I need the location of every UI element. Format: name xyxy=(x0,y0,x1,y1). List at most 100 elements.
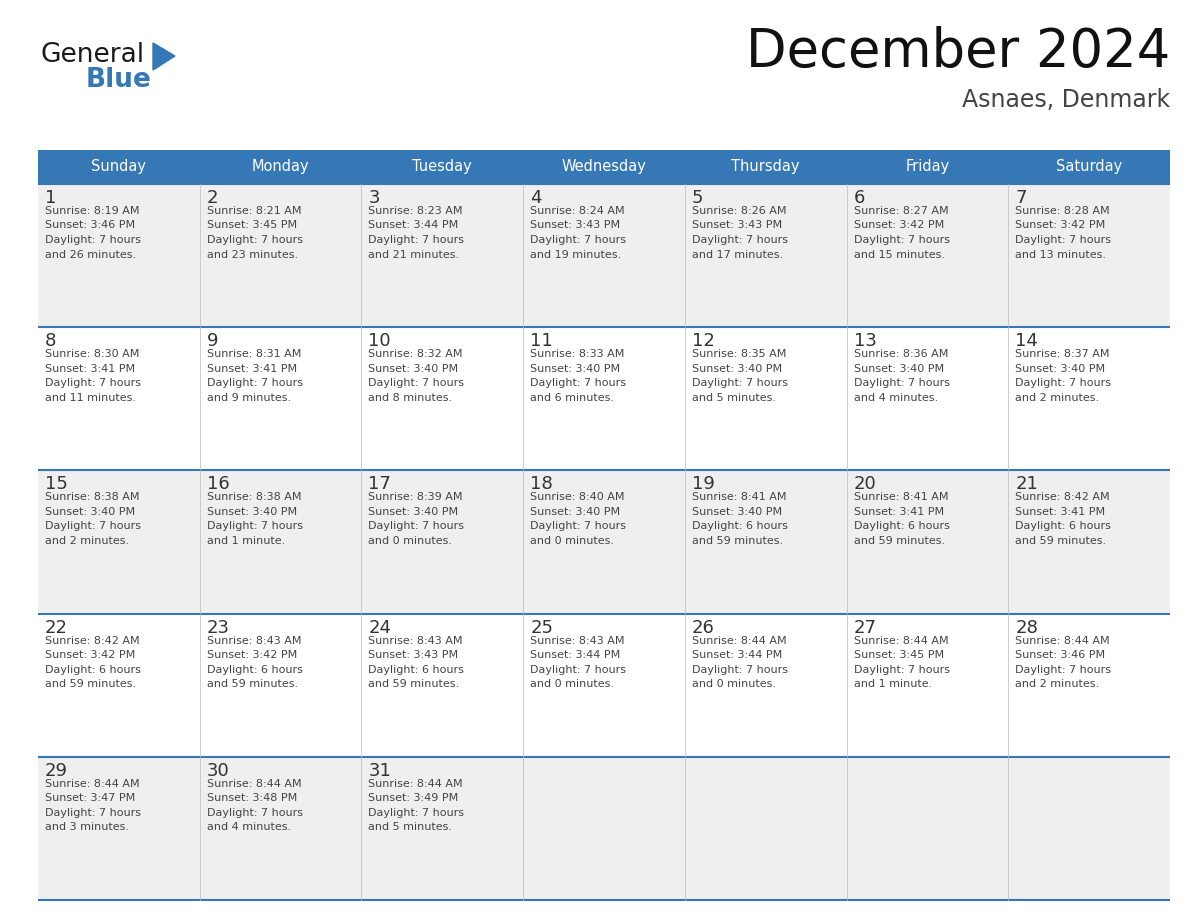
Text: Sunrise: 8:44 AM: Sunrise: 8:44 AM xyxy=(1016,635,1110,645)
Text: Sunset: 3:40 PM: Sunset: 3:40 PM xyxy=(45,507,135,517)
Text: 12: 12 xyxy=(691,332,715,350)
Text: Sunset: 3:48 PM: Sunset: 3:48 PM xyxy=(207,793,297,803)
Text: Sunrise: 8:44 AM: Sunrise: 8:44 AM xyxy=(45,778,140,789)
Text: 8: 8 xyxy=(45,332,56,350)
Text: Asnaes, Denmark: Asnaes, Denmark xyxy=(962,88,1170,112)
Text: and 0 minutes.: and 0 minutes. xyxy=(691,679,776,689)
Text: Daylight: 7 hours: Daylight: 7 hours xyxy=(45,808,141,818)
Text: and 3 minutes.: and 3 minutes. xyxy=(45,823,129,833)
Text: 30: 30 xyxy=(207,762,229,779)
Bar xyxy=(200,150,361,184)
Text: Sunrise: 8:38 AM: Sunrise: 8:38 AM xyxy=(45,492,139,502)
Text: Sunset: 3:43 PM: Sunset: 3:43 PM xyxy=(530,220,620,230)
Text: Daylight: 7 hours: Daylight: 7 hours xyxy=(207,521,303,532)
Text: Sunrise: 8:24 AM: Sunrise: 8:24 AM xyxy=(530,206,625,216)
Text: and 4 minutes.: and 4 minutes. xyxy=(853,393,937,403)
Text: Daylight: 7 hours: Daylight: 7 hours xyxy=(853,378,949,388)
Text: Sunset: 3:42 PM: Sunset: 3:42 PM xyxy=(45,650,135,660)
Text: Sunrise: 8:36 AM: Sunrise: 8:36 AM xyxy=(853,349,948,359)
Text: Daylight: 7 hours: Daylight: 7 hours xyxy=(368,808,465,818)
Text: Sunrise: 8:44 AM: Sunrise: 8:44 AM xyxy=(368,778,463,789)
Text: 20: 20 xyxy=(853,476,877,493)
Text: Sunset: 3:41 PM: Sunset: 3:41 PM xyxy=(45,364,135,374)
Text: 15: 15 xyxy=(45,476,68,493)
Text: and 17 minutes.: and 17 minutes. xyxy=(691,250,783,260)
Text: 18: 18 xyxy=(530,476,552,493)
Text: Sunset: 3:44 PM: Sunset: 3:44 PM xyxy=(530,650,620,660)
Text: Daylight: 7 hours: Daylight: 7 hours xyxy=(207,808,303,818)
Text: 2: 2 xyxy=(207,189,219,207)
Text: Sunset: 3:43 PM: Sunset: 3:43 PM xyxy=(368,650,459,660)
Text: Sunset: 3:43 PM: Sunset: 3:43 PM xyxy=(691,220,782,230)
Text: Sunrise: 8:21 AM: Sunrise: 8:21 AM xyxy=(207,206,302,216)
Text: 31: 31 xyxy=(368,762,391,779)
Bar xyxy=(38,184,1170,327)
Text: Sunrise: 8:38 AM: Sunrise: 8:38 AM xyxy=(207,492,302,502)
Text: Sunrise: 8:26 AM: Sunrise: 8:26 AM xyxy=(691,206,786,216)
Text: Sunrise: 8:41 AM: Sunrise: 8:41 AM xyxy=(853,492,948,502)
Text: Daylight: 7 hours: Daylight: 7 hours xyxy=(853,665,949,675)
Text: Daylight: 6 hours: Daylight: 6 hours xyxy=(1016,521,1111,532)
Text: Saturday: Saturday xyxy=(1056,160,1123,174)
Text: and 0 minutes.: and 0 minutes. xyxy=(530,679,614,689)
Text: and 59 minutes.: and 59 minutes. xyxy=(1016,536,1106,546)
Text: and 0 minutes.: and 0 minutes. xyxy=(530,536,614,546)
Text: Sunrise: 8:35 AM: Sunrise: 8:35 AM xyxy=(691,349,786,359)
Text: Daylight: 7 hours: Daylight: 7 hours xyxy=(530,378,626,388)
Text: Daylight: 6 hours: Daylight: 6 hours xyxy=(207,665,303,675)
Bar xyxy=(684,150,847,184)
Text: and 59 minutes.: and 59 minutes. xyxy=(853,536,944,546)
Text: Sunset: 3:44 PM: Sunset: 3:44 PM xyxy=(368,220,459,230)
Bar xyxy=(38,756,1170,900)
Text: and 19 minutes.: and 19 minutes. xyxy=(530,250,621,260)
Text: Tuesday: Tuesday xyxy=(412,160,472,174)
Text: Daylight: 7 hours: Daylight: 7 hours xyxy=(368,378,465,388)
Text: and 11 minutes.: and 11 minutes. xyxy=(45,393,135,403)
Text: Daylight: 7 hours: Daylight: 7 hours xyxy=(45,378,141,388)
Text: 13: 13 xyxy=(853,332,877,350)
Text: Daylight: 7 hours: Daylight: 7 hours xyxy=(853,235,949,245)
Text: and 2 minutes.: and 2 minutes. xyxy=(1016,679,1099,689)
Text: 14: 14 xyxy=(1016,332,1038,350)
Text: 4: 4 xyxy=(530,189,542,207)
Text: Sunrise: 8:44 AM: Sunrise: 8:44 AM xyxy=(691,635,786,645)
Text: and 0 minutes.: and 0 minutes. xyxy=(368,536,453,546)
Text: and 5 minutes.: and 5 minutes. xyxy=(368,823,453,833)
Text: Sunset: 3:46 PM: Sunset: 3:46 PM xyxy=(45,220,135,230)
Text: Sunrise: 8:42 AM: Sunrise: 8:42 AM xyxy=(1016,492,1110,502)
Text: Daylight: 7 hours: Daylight: 7 hours xyxy=(368,235,465,245)
Text: December 2024: December 2024 xyxy=(746,26,1170,78)
Text: Sunset: 3:49 PM: Sunset: 3:49 PM xyxy=(368,793,459,803)
Text: and 2 minutes.: and 2 minutes. xyxy=(1016,393,1099,403)
Text: Blue: Blue xyxy=(86,67,152,93)
Text: 1: 1 xyxy=(45,189,56,207)
Text: Sunrise: 8:43 AM: Sunrise: 8:43 AM xyxy=(530,635,625,645)
Text: 6: 6 xyxy=(853,189,865,207)
Text: Daylight: 7 hours: Daylight: 7 hours xyxy=(207,378,303,388)
Text: Sunrise: 8:39 AM: Sunrise: 8:39 AM xyxy=(368,492,463,502)
Text: 23: 23 xyxy=(207,619,229,636)
Text: Daylight: 7 hours: Daylight: 7 hours xyxy=(1016,665,1111,675)
Text: Sunrise: 8:30 AM: Sunrise: 8:30 AM xyxy=(45,349,139,359)
Text: and 13 minutes.: and 13 minutes. xyxy=(1016,250,1106,260)
Polygon shape xyxy=(153,43,175,70)
Text: Daylight: 7 hours: Daylight: 7 hours xyxy=(45,235,141,245)
Text: Sunset: 3:40 PM: Sunset: 3:40 PM xyxy=(853,364,943,374)
Text: 3: 3 xyxy=(368,189,380,207)
Text: Sunrise: 8:40 AM: Sunrise: 8:40 AM xyxy=(530,492,625,502)
Text: Daylight: 7 hours: Daylight: 7 hours xyxy=(530,521,626,532)
Text: Daylight: 6 hours: Daylight: 6 hours xyxy=(691,521,788,532)
Text: Sunrise: 8:44 AM: Sunrise: 8:44 AM xyxy=(853,635,948,645)
Text: Sunset: 3:45 PM: Sunset: 3:45 PM xyxy=(207,220,297,230)
Text: Sunset: 3:42 PM: Sunset: 3:42 PM xyxy=(1016,220,1106,230)
Text: Daylight: 7 hours: Daylight: 7 hours xyxy=(368,521,465,532)
Bar xyxy=(361,150,523,184)
Text: Thursday: Thursday xyxy=(732,160,800,174)
Text: Daylight: 7 hours: Daylight: 7 hours xyxy=(691,378,788,388)
Text: Sunrise: 8:19 AM: Sunrise: 8:19 AM xyxy=(45,206,139,216)
Text: Friday: Friday xyxy=(905,160,949,174)
Text: General: General xyxy=(42,42,145,68)
Text: and 26 minutes.: and 26 minutes. xyxy=(45,250,137,260)
Text: 22: 22 xyxy=(45,619,68,636)
Text: Daylight: 7 hours: Daylight: 7 hours xyxy=(45,521,141,532)
